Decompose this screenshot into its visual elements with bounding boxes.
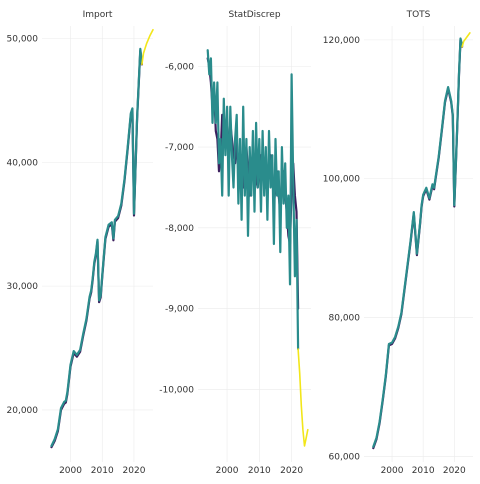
y-tick-label: 120,000 [323,36,360,46]
chart-panel-0: Import 20,000 30,000 40,000 50,000 2000 2010 20… [7,10,154,476]
series-line-actual-teal [206,49,300,351]
y-tick-label: -7,000 [165,143,194,153]
y-tick-label: 50,000 [7,34,39,44]
panel-title: TOTS [406,10,431,20]
series-line-forecast [461,32,471,48]
chart-panel-1: StatDiscrep -10,000 -9,000 -8,000 -7,000 -6,0… [159,10,311,476]
series-line-forecast [141,28,154,66]
y-tick-label: 60,000 [329,452,361,462]
series-line-forecast [297,348,309,447]
x-tick-label: 2010 [91,466,114,476]
x-tick-label: 2000 [216,466,239,476]
y-tick-label: 20,000 [7,406,39,416]
y-tick-label: -10,000 [159,385,194,395]
x-tick-label: 2010 [248,466,271,476]
series-line-actual-teal [50,47,143,447]
x-tick-label: 2020 [280,466,303,476]
y-tick-label: -8,000 [165,224,194,234]
y-tick-label: -9,000 [165,305,194,315]
panel-title: StatDiscrep [228,10,280,20]
y-tick-label: -6,000 [165,62,194,72]
x-tick-label: 2000 [59,466,82,476]
series-line-actual-teal [372,37,464,448]
y-tick-label: 40,000 [7,158,39,168]
y-tick-label: 100,000 [323,175,360,185]
x-tick-label: 2020 [123,466,146,476]
chart-panel-2: TOTS 60,000 80,000 100,000 120,000 2000 2010 20… [323,10,473,476]
x-tick-label: 2000 [381,466,404,476]
x-tick-label: 2010 [412,466,435,476]
y-tick-label: 80,000 [329,314,361,324]
y-tick-label: 30,000 [7,282,39,292]
panel-title: Import [83,10,113,20]
x-tick-label: 2020 [443,466,466,476]
